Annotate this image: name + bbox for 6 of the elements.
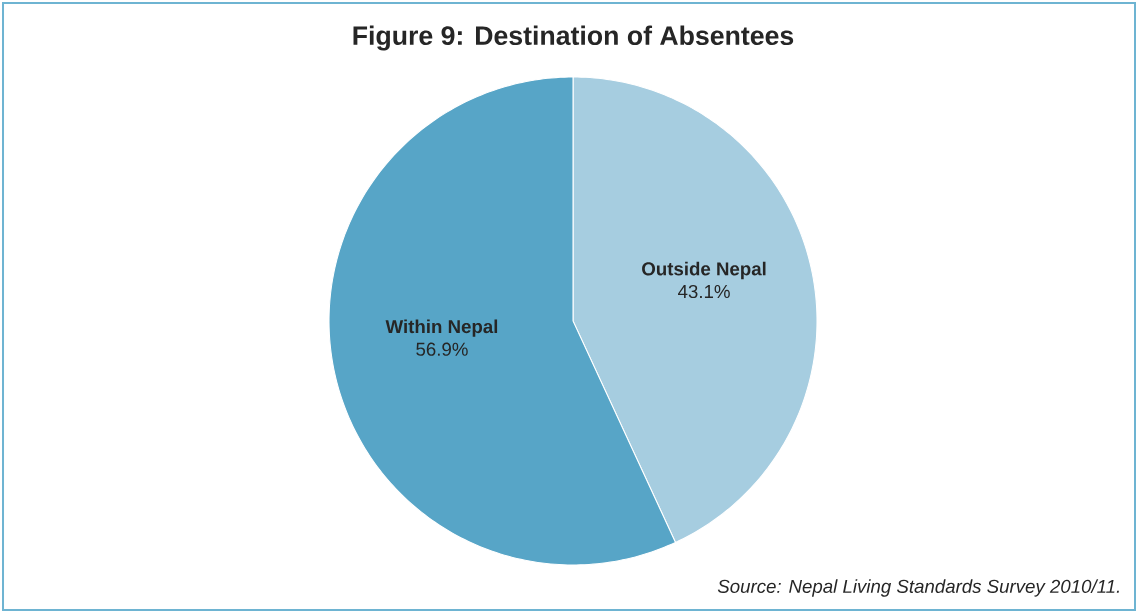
slice-label: Outside Nepal: [642, 261, 766, 280]
chart-title: Figure 9: Destination of Absentees: [353, 25, 794, 51]
source-note: Source: Nepal Living Standards Survey 2010/11.: [717, 579, 1119, 597]
slice-label: Within Nepal: [385, 319, 498, 337]
data-label: 56.9%: [416, 342, 468, 356]
data-label: 43.1%: [678, 284, 730, 299]
